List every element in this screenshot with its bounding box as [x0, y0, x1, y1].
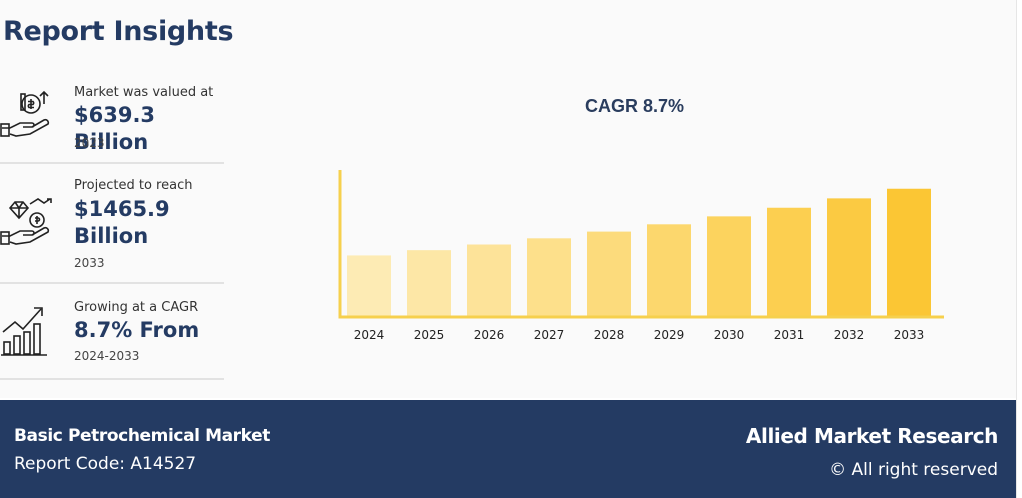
- x-tick-label: 2029: [654, 328, 685, 342]
- x-tick-label: 2027: [534, 328, 565, 342]
- report-card: Report Insights Market was valued at $63…: [0, 16, 944, 380]
- bar-2027: [527, 238, 571, 316]
- x-tick-label: 2024: [354, 328, 385, 342]
- chart-title: CAGR 8.7%: [585, 96, 685, 116]
- diamond-coin-hand-icon: [0, 198, 52, 253]
- bar-chart: 2024 2025 2026 2027 2028 2029 2030 2031 2032 2033: [338, 170, 944, 342]
- report-code: Report Code: A14527: [14, 454, 197, 474]
- copyright-text: © All right reserved: [829, 460, 998, 480]
- insight-years: 2024-2033: [74, 349, 140, 363]
- bar-2025: [407, 250, 451, 316]
- bar-2030: [707, 216, 751, 316]
- brand-name: Allied Market Research: [745, 424, 998, 448]
- insight-label: Market was valued at: [74, 85, 214, 100]
- x-tick-label: 2028: [594, 328, 625, 342]
- insight-projected-value: Projected to reach $1465.9 Billion 2033: [0, 164, 224, 284]
- insight-year: 2033: [74, 256, 105, 270]
- x-tick-label: 2031: [774, 328, 805, 342]
- x-tick-label: 2026: [474, 328, 505, 342]
- x-tick-label: 2025: [414, 328, 445, 342]
- bar-2028: [587, 231, 631, 316]
- money-hand-icon: [0, 90, 52, 145]
- insight-value-line1: $1465.9: [74, 197, 170, 221]
- report-name: Basic Petrochemical Market: [14, 426, 270, 446]
- bar-2026: [467, 244, 511, 316]
- bar-2032: [827, 198, 871, 316]
- insight-label: Growing at a CAGR: [74, 300, 199, 315]
- insight-cagr: Growing at a CAGR 8.7% From 2024-2033: [0, 284, 224, 380]
- x-tick-label: 2032: [834, 328, 865, 342]
- insight-value-line2: Billion: [74, 224, 149, 248]
- bar-2029: [647, 224, 691, 316]
- bar-2031: [767, 207, 811, 316]
- insight-value: 8.7% From: [74, 318, 200, 342]
- chart-axis: [338, 170, 944, 319]
- insight-market-value: Market was valued at $639.3 Billion 2023: [0, 82, 224, 164]
- growth-bars-icon: [0, 304, 52, 361]
- insight-label: Projected to reach: [74, 178, 193, 193]
- footer: Basic Petrochemical Market Report Code: …: [0, 400, 1016, 498]
- insight-value: $639.3 Billion: [74, 103, 156, 154]
- page-title: Report Insights: [3, 16, 234, 47]
- insight-year: 2023: [74, 136, 105, 150]
- bar-2024: [347, 255, 391, 316]
- page-edge: [1016, 0, 1022, 498]
- x-tick-label: 2030: [714, 328, 745, 342]
- bar-2033: [887, 188, 931, 316]
- x-tick-label: 2033: [894, 328, 925, 342]
